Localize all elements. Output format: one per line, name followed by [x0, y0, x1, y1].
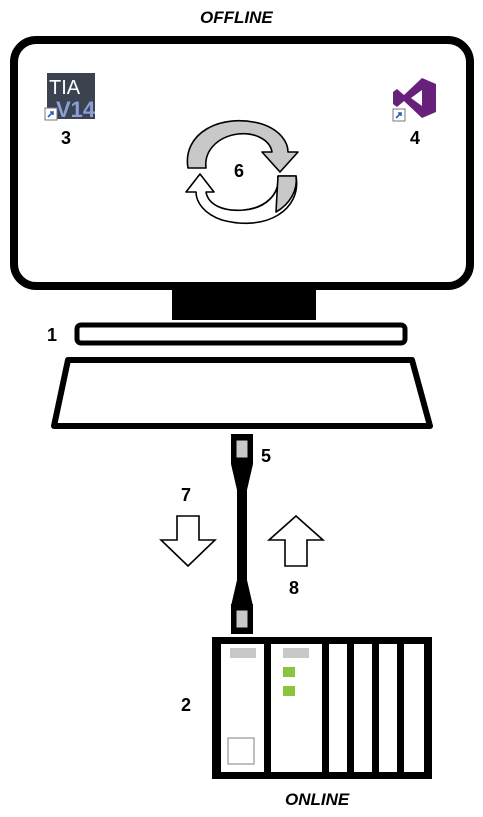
label-8-upload: 8 [289, 578, 300, 598]
monitor-frame [10, 36, 474, 290]
plc-io-slot-1 [329, 644, 347, 772]
plc-io-slot-2 [354, 644, 372, 772]
plc-rack [212, 637, 432, 779]
label-6-sync: 6 [234, 161, 245, 181]
label-3-tia: 3 [61, 128, 72, 148]
tia-portal-v14-icon: TIA V14 [44, 73, 96, 122]
cable-boot-bottom [231, 580, 253, 606]
monitor-base [74, 322, 408, 346]
plc-comm-module [271, 644, 322, 772]
upload-arrow [266, 514, 326, 567]
svg-text:TIA: TIA [49, 77, 81, 99]
label-2-plc: 2 [181, 695, 192, 715]
offline-caption: OFFLINE [200, 8, 273, 27]
ethernet-cable [231, 434, 253, 634]
visual-studio-icon [392, 78, 436, 122]
plc-io-slot-4 [404, 644, 424, 772]
sync-arc-upper [186, 119, 299, 173]
svg-text:V14: V14 [56, 97, 96, 122]
plc-io-slot-3 [379, 644, 397, 772]
cable-boot-top [231, 464, 253, 490]
label-5-cable: 5 [261, 446, 272, 466]
download-arrow [159, 515, 217, 568]
label-1-pc: 1 [47, 325, 58, 345]
label-4-vs: 4 [410, 128, 421, 148]
led-green-2 [283, 686, 295, 696]
monitor-neck [172, 290, 316, 320]
sync-cycle-icon [185, 119, 299, 225]
cable-wire [237, 490, 247, 582]
online-caption: ONLINE [285, 790, 350, 809]
keyboard [51, 357, 433, 429]
led-green-1 [283, 667, 295, 677]
label-7-download: 7 [181, 485, 192, 505]
